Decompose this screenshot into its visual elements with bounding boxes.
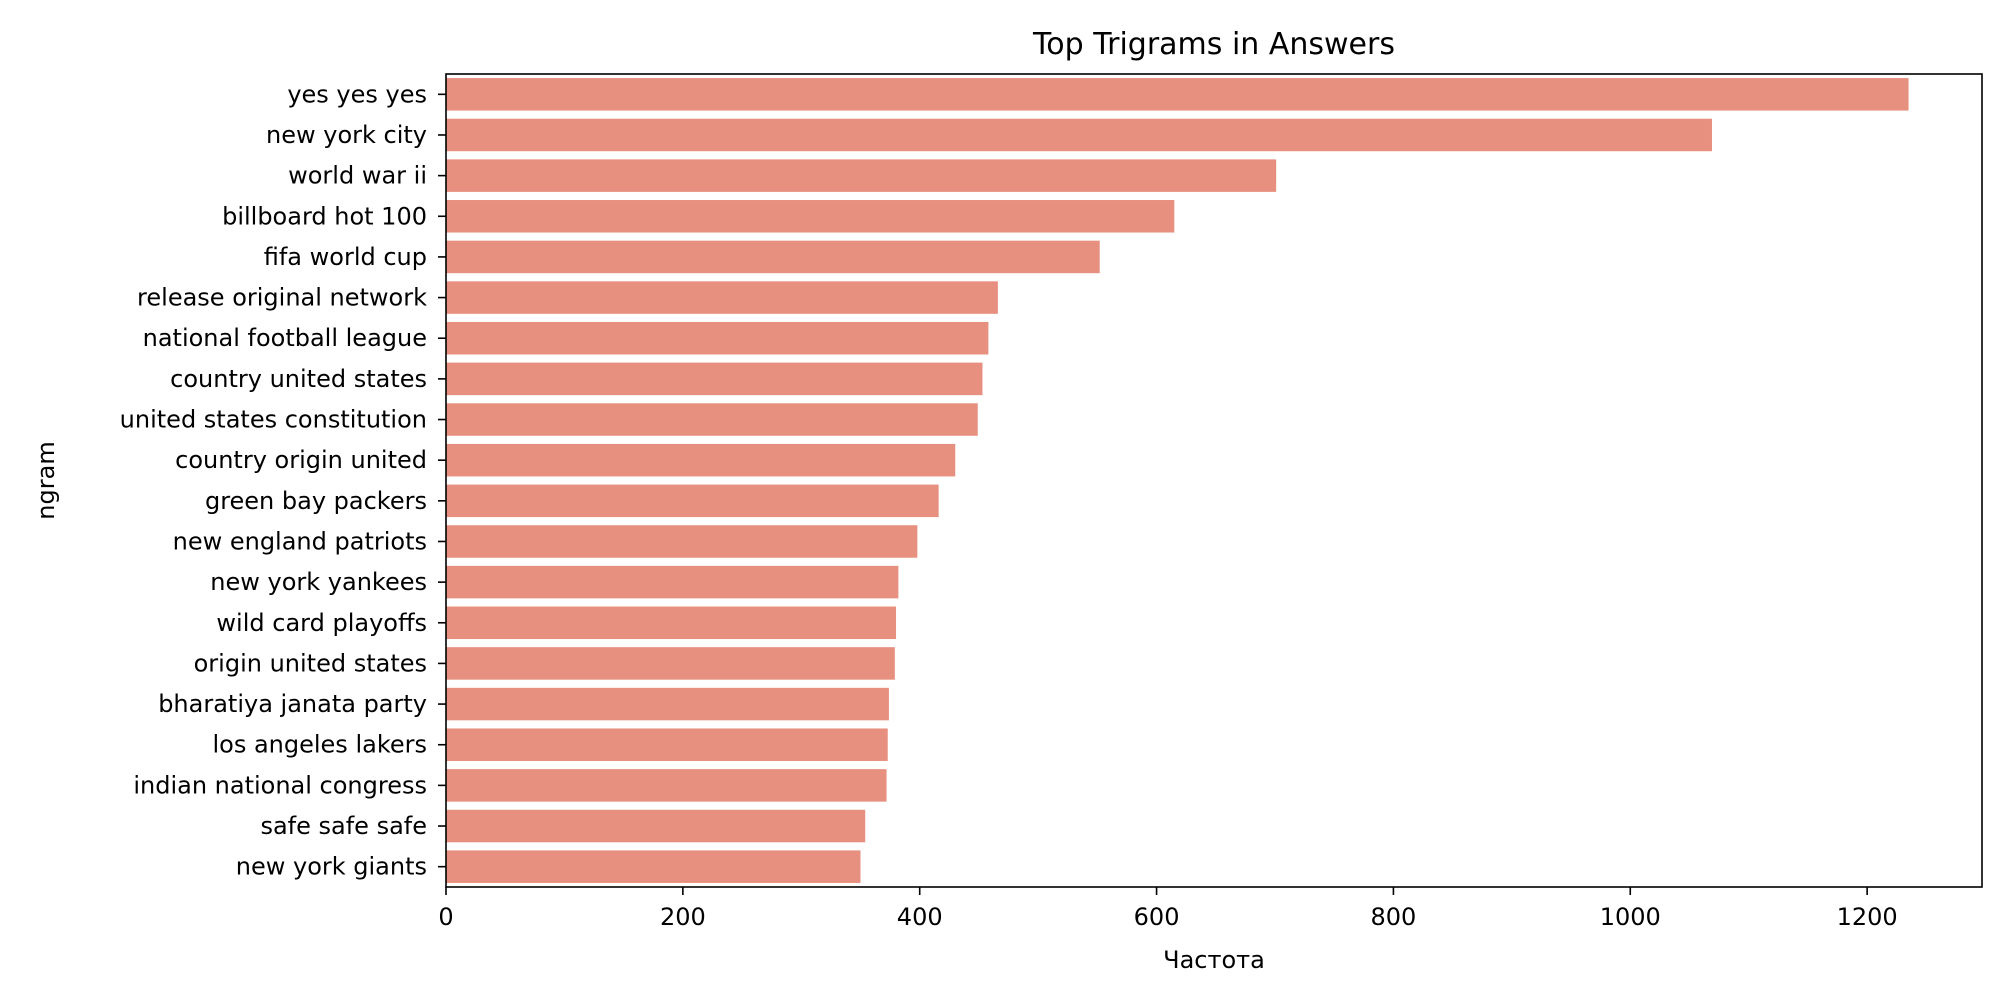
y-tick-label: fifa world cup	[264, 243, 427, 271]
bar	[446, 159, 1277, 192]
bar	[446, 321, 989, 355]
x-axis-label: Частота	[1163, 946, 1265, 974]
x-tick-label: 400	[897, 903, 943, 931]
bar	[446, 687, 889, 721]
y-tick-label: new england patriots	[173, 527, 427, 555]
bar	[446, 484, 939, 518]
y-tick-label: new york giants	[236, 853, 427, 881]
y-tick-label: united states constitution	[120, 406, 427, 434]
x-tick-label: 1200	[1837, 903, 1898, 931]
bar	[446, 809, 866, 843]
x-tick-label: 1000	[1600, 903, 1661, 931]
bar	[446, 728, 888, 761]
y-tick-label: wild card playoffs	[216, 609, 427, 637]
x-tick-label: 600	[1134, 903, 1180, 931]
bar	[446, 769, 887, 802]
x-axis-ticks: 0 200 400 600 800 1000 1200	[438, 887, 1898, 931]
bar	[446, 565, 899, 599]
bar	[446, 647, 895, 680]
bar	[446, 525, 918, 558]
y-tick-label: yes yes yes	[287, 80, 427, 108]
y-tick-label: safe safe safe	[260, 812, 427, 840]
y-tick-label: los angeles lakers	[212, 731, 427, 759]
bar-group	[446, 78, 1909, 883]
plot-frame	[445, 73, 1983, 888]
bar	[446, 200, 1175, 233]
y-tick-label: country origin united	[175, 446, 427, 474]
y-tick-label: new york city	[266, 121, 427, 149]
chart-title: Top Trigrams in Answers	[1032, 27, 1395, 62]
bar	[446, 118, 1712, 152]
y-tick-label: world war ii	[288, 162, 427, 190]
y-tick-label: national football league	[143, 324, 427, 352]
y-axis-ticks: yes yes yes new york city world war ii bill…	[120, 80, 446, 881]
y-tick-label: billboard hot 100	[222, 202, 427, 230]
bar	[446, 606, 897, 640]
bar	[446, 78, 1909, 111]
y-tick-label: country united states	[170, 365, 427, 393]
bar	[446, 281, 998, 314]
y-axis-label: ngram	[32, 441, 60, 519]
bar	[446, 850, 861, 883]
y-tick-label: new york yankees	[210, 568, 427, 596]
y-tick-label: green bay packers	[205, 487, 427, 515]
bar	[446, 362, 983, 396]
x-tick-label: 800	[1371, 903, 1417, 931]
bar	[446, 403, 978, 436]
y-tick-label: indian national congress	[133, 771, 427, 799]
x-tick-label: 0	[438, 903, 453, 931]
bar	[446, 240, 1100, 274]
y-tick-label: bharatiya janata party	[158, 690, 427, 718]
x-tick-label: 200	[660, 903, 706, 931]
y-tick-label: release original network	[137, 284, 427, 312]
y-tick-label: origin united states	[194, 649, 427, 677]
bar	[446, 443, 956, 477]
